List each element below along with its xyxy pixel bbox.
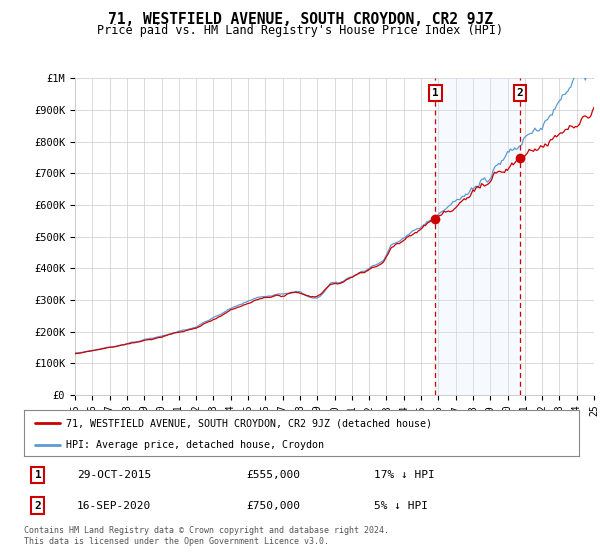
Text: 16-SEP-2020: 16-SEP-2020 bbox=[77, 501, 151, 511]
Text: Contains HM Land Registry data © Crown copyright and database right 2024.
This d: Contains HM Land Registry data © Crown c… bbox=[24, 526, 389, 546]
Text: 1: 1 bbox=[432, 88, 439, 98]
Text: £750,000: £750,000 bbox=[246, 501, 300, 511]
Text: 71, WESTFIELD AVENUE, SOUTH CROYDON, CR2 9JZ: 71, WESTFIELD AVENUE, SOUTH CROYDON, CR2… bbox=[107, 12, 493, 27]
Text: 17% ↓ HPI: 17% ↓ HPI bbox=[374, 470, 434, 480]
Text: 2: 2 bbox=[517, 88, 523, 98]
Text: £555,000: £555,000 bbox=[246, 470, 300, 480]
Bar bbox=[436, 78, 520, 395]
Text: Price paid vs. HM Land Registry's House Price Index (HPI): Price paid vs. HM Land Registry's House … bbox=[97, 24, 503, 37]
Text: 71, WESTFIELD AVENUE, SOUTH CROYDON, CR2 9JZ (detached house): 71, WESTFIELD AVENUE, SOUTH CROYDON, CR2… bbox=[65, 418, 431, 428]
Text: 29-OCT-2015: 29-OCT-2015 bbox=[77, 470, 151, 480]
Text: 5% ↓ HPI: 5% ↓ HPI bbox=[374, 501, 428, 511]
Text: 2: 2 bbox=[35, 501, 41, 511]
Text: HPI: Average price, detached house, Croydon: HPI: Average price, detached house, Croy… bbox=[65, 440, 323, 450]
Text: 1: 1 bbox=[35, 470, 41, 480]
